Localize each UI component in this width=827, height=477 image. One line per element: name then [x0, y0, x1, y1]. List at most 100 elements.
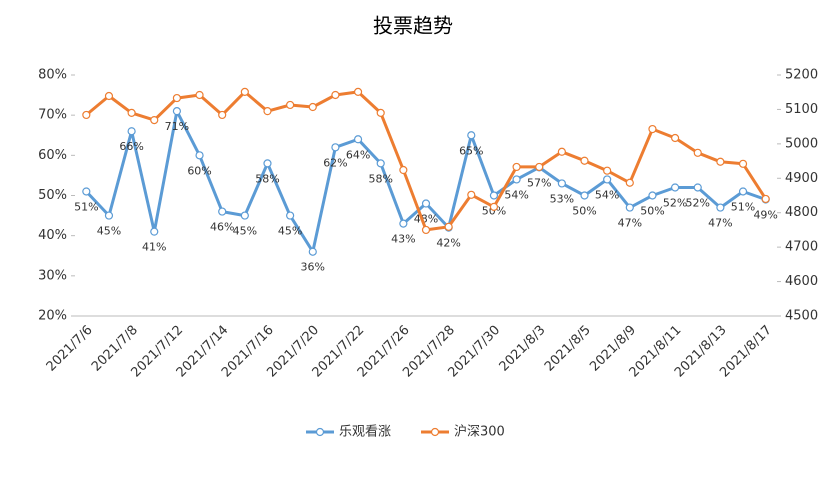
point-marker	[218, 110, 227, 120]
y-tick-label: 60%	[38, 148, 67, 163]
point-marker	[399, 165, 408, 175]
point-marker	[308, 102, 317, 112]
data-label: 54%	[595, 188, 619, 201]
point-marker	[603, 166, 612, 175]
data-label: 50%	[482, 205, 506, 218]
point-marker	[738, 187, 748, 196]
point-marker	[127, 127, 136, 136]
point-marker	[240, 87, 249, 96]
data-label: 45%	[97, 225, 121, 238]
data-label: 57%	[527, 176, 551, 189]
point-marker	[150, 227, 159, 236]
point-marker	[263, 107, 272, 116]
chart-title: 投票趋势	[373, 14, 453, 38]
y2-tick-label: 4600	[785, 274, 818, 289]
y-tick-label: 50%	[38, 188, 67, 203]
point-marker	[399, 219, 408, 228]
y2-tick-label: 5100	[785, 102, 818, 117]
point-marker	[376, 159, 385, 168]
data-label: 62%	[323, 156, 347, 169]
point-marker	[195, 151, 204, 160]
data-label: 43%	[391, 233, 415, 246]
data-label: 64%	[346, 148, 370, 161]
data-label: 53%	[550, 192, 574, 205]
point-marker	[648, 191, 657, 200]
point-marker	[104, 91, 114, 101]
data-label: 41%	[142, 241, 166, 254]
data-label: 52%	[663, 196, 687, 209]
point-marker	[716, 203, 725, 212]
data-label: 45%	[278, 225, 302, 238]
data-label: 66%	[119, 140, 143, 153]
point-marker	[512, 162, 521, 172]
point-marker	[127, 108, 136, 117]
data-label: 50%	[640, 205, 664, 218]
point-marker	[535, 162, 544, 172]
point-marker	[489, 202, 499, 211]
data-label: 48%	[414, 213, 438, 226]
point-marker	[263, 159, 272, 168]
y2-tick-label: 5000	[785, 136, 818, 151]
data-label: 49%	[753, 209, 777, 222]
point-marker	[172, 93, 182, 103]
data-label: 47%	[708, 217, 732, 230]
point-marker	[331, 90, 340, 100]
data-label: 51%	[731, 200, 755, 213]
point-marker	[286, 211, 295, 220]
point-marker	[489, 191, 499, 200]
data-label: 58%	[368, 172, 392, 185]
legend-marker	[430, 427, 440, 437]
point-marker	[648, 124, 657, 134]
data-label: 47%	[618, 217, 642, 230]
y-tick-label: 40%	[38, 228, 67, 243]
point-marker	[240, 211, 249, 220]
point-marker	[467, 131, 476, 140]
point-marker	[353, 87, 363, 96]
point-marker	[82, 187, 91, 196]
data-label: 46%	[210, 221, 234, 234]
point-marker	[376, 108, 385, 117]
y-tick-label: 20%	[38, 309, 67, 324]
point-marker	[716, 157, 725, 166]
point-marker	[693, 148, 702, 157]
legend-label: 沪深300	[454, 424, 505, 440]
y2-tick-label: 5200	[785, 68, 818, 83]
point-marker	[353, 135, 363, 144]
data-label: 51%	[74, 200, 98, 213]
data-label: 36%	[301, 261, 325, 274]
point-marker	[761, 194, 770, 204]
y-tick-label: 70%	[38, 108, 67, 123]
point-marker	[603, 175, 612, 184]
point-marker	[444, 222, 453, 231]
point-marker	[150, 116, 159, 125]
legend-label: 乐观看涨	[339, 424, 391, 440]
point-marker	[557, 179, 566, 188]
point-marker	[580, 191, 589, 200]
point-marker	[670, 183, 680, 192]
point-marker	[331, 143, 340, 152]
point-marker	[308, 247, 317, 256]
point-marker	[172, 107, 182, 116]
point-marker	[512, 175, 521, 184]
point-marker	[218, 207, 227, 216]
point-marker	[625, 178, 634, 187]
data-label: 60%	[187, 164, 211, 177]
data-label: 45%	[233, 225, 257, 238]
point-marker	[104, 211, 114, 220]
data-label: 58%	[255, 172, 279, 185]
point-marker	[625, 203, 634, 212]
legend-marker	[315, 427, 325, 437]
y2-tick-label: 4700	[785, 240, 818, 255]
y2-tick-label: 4500	[785, 309, 818, 324]
point-marker	[738, 159, 748, 168]
y2-tick-label: 4900	[785, 171, 818, 186]
y-tick-label: 80%	[38, 68, 67, 83]
point-marker	[195, 90, 204, 100]
data-label: 52%	[686, 196, 710, 209]
point-marker	[421, 225, 431, 235]
data-label: 71%	[165, 120, 189, 133]
point-marker	[670, 133, 680, 143]
point-marker	[693, 183, 702, 192]
point-marker	[557, 147, 566, 156]
